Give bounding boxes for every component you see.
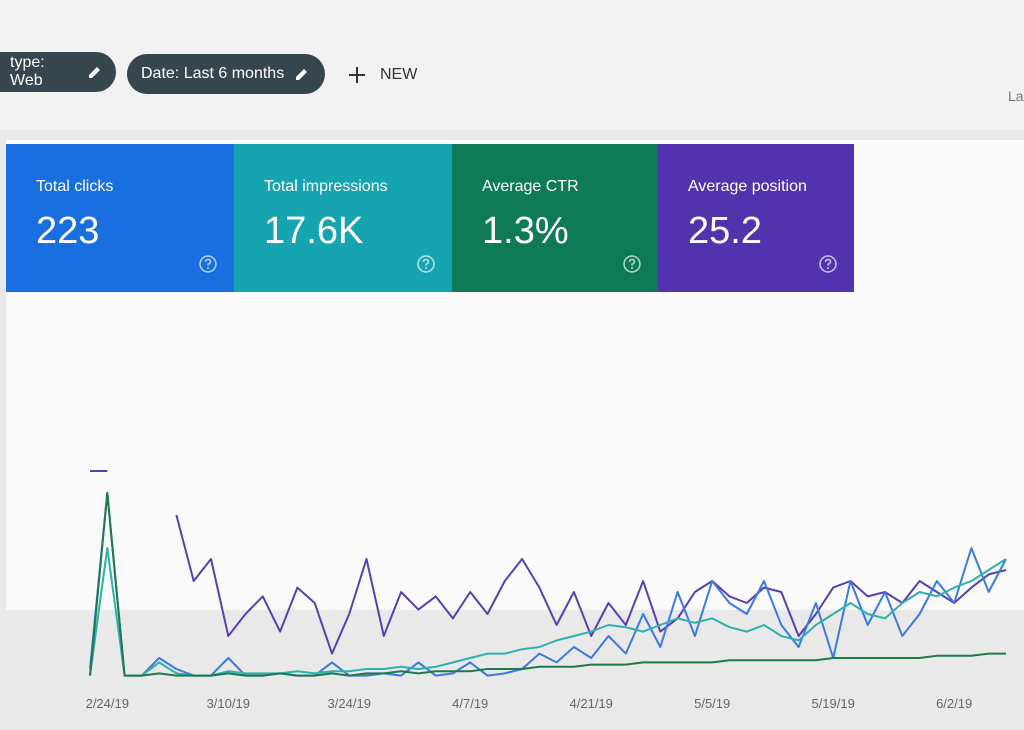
series-line xyxy=(89,547,1007,677)
toolbar: type: Web Date: Last 6 months NEW La xyxy=(0,0,1024,130)
help-icon[interactable] xyxy=(818,254,838,274)
help-icon[interactable] xyxy=(198,254,218,274)
metric-card[interactable]: Total impressions 17.6K xyxy=(234,144,452,292)
help-icon[interactable] xyxy=(416,254,436,274)
metric-card[interactable]: Average CTR 1.3% xyxy=(452,144,658,292)
x-tick-label: 2/24/19 xyxy=(86,696,129,711)
plus-icon xyxy=(349,67,365,83)
x-tick-label: 5/19/19 xyxy=(811,696,854,711)
metric-label: Total clicks xyxy=(36,178,114,195)
x-tick-label: 4/21/19 xyxy=(570,696,613,711)
metric-value: 25.2 xyxy=(688,210,762,252)
performance-panel: Total clicks 223 Total impressions 17.6K Ave… xyxy=(6,140,1024,711)
metric-card[interactable]: Total clicks 223 xyxy=(6,144,234,292)
series-line xyxy=(90,470,1007,655)
x-tick-label: 5/5/19 xyxy=(694,696,730,711)
series-line xyxy=(89,492,1006,677)
metric-value: 17.6K xyxy=(264,210,364,252)
edit-icon xyxy=(89,67,101,78)
new-label: NEW xyxy=(380,66,418,83)
metric-label: Total impressions xyxy=(264,178,388,195)
x-tick-label: 6/2/19 xyxy=(936,696,972,711)
truncated-text: La xyxy=(1008,88,1024,104)
chip-label: Date: Last 6 months xyxy=(141,65,285,82)
page: type: Web Date: Last 6 months NEW La Tot… xyxy=(0,0,1024,711)
performance-chart: 2/24/19 3/10/19 3/24/19 4/7/19 4/21/19 5/5/19… xyxy=(86,470,1007,711)
filter-chip[interactable]: type: Web xyxy=(0,52,116,92)
edit-icon xyxy=(296,69,308,80)
metric-value: 223 xyxy=(36,210,100,252)
x-tick-label: 3/10/19 xyxy=(207,696,250,711)
new-button[interactable]: NEW xyxy=(348,66,417,84)
metric-label: Average CTR xyxy=(482,178,579,195)
metric-label: Average position xyxy=(688,178,807,195)
help-icon[interactable] xyxy=(622,254,642,274)
chip-label: type: Web xyxy=(10,54,45,89)
metric-card[interactable]: Average position 25.2 xyxy=(658,144,854,292)
x-tick-label: 4/7/19 xyxy=(452,696,488,711)
x-tick-label: 3/24/19 xyxy=(328,696,371,711)
filter-chip[interactable]: Date: Last 6 months xyxy=(127,54,325,94)
metric-value: 1.3% xyxy=(482,210,569,252)
series-line xyxy=(89,492,1007,677)
